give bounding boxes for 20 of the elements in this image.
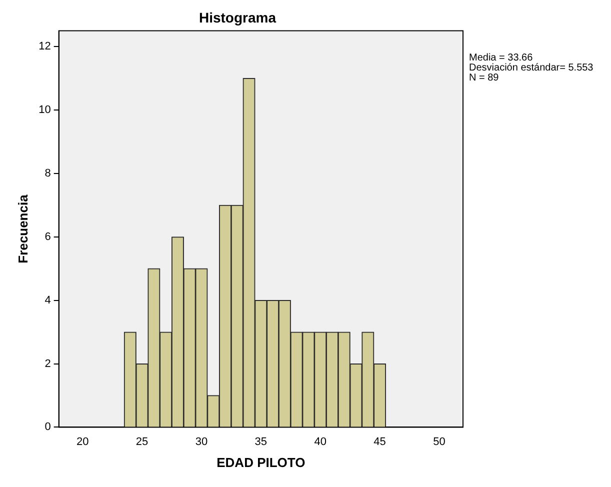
- y-tick-label: 4: [44, 294, 51, 306]
- chart-title: Histograma: [198, 9, 276, 26]
- x-tick-label: 45: [374, 436, 386, 448]
- text: N = 89: [469, 72, 500, 84]
- x-tick-label: 20: [76, 436, 89, 448]
- x-tick-label: 40: [314, 436, 326, 448]
- x-tick-label: 30: [195, 436, 208, 448]
- y-tick-label: 0: [44, 421, 51, 434]
- text: Media = 33.66: [469, 52, 534, 64]
- y-axis-title: Frecuencia: [15, 194, 30, 264]
- text: Desviación estándar= 5.553: [469, 62, 594, 74]
- y-tick-label: 2: [44, 358, 51, 370]
- x-tick-label: 35: [254, 436, 268, 448]
- y-tick-label: 12: [38, 40, 51, 53]
- x-tick-label: 25: [136, 436, 148, 448]
- y-tick-label: 6: [44, 230, 51, 243]
- y-tick-label: 10: [38, 104, 51, 116]
- x-axis-title: EDAD PILOTO: [216, 454, 306, 470]
- x-tick-label: 50: [433, 436, 446, 448]
- y-tick-label: 8: [44, 168, 51, 180]
